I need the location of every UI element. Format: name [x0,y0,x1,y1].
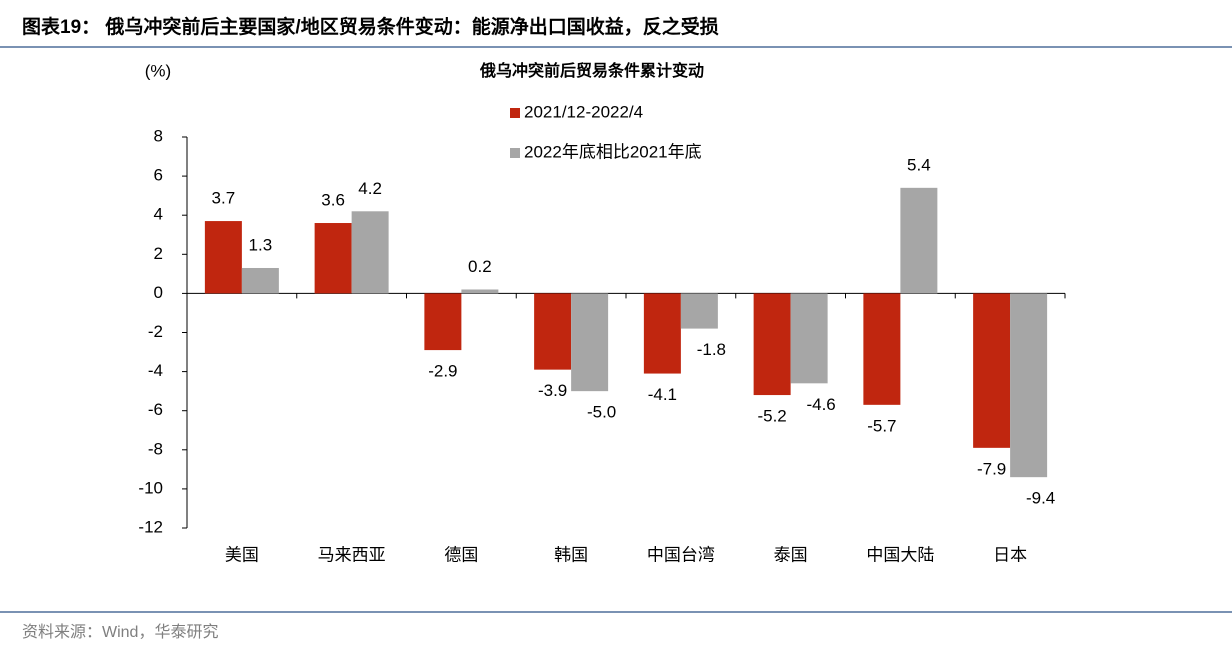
y-tick-label: 2 [154,244,163,263]
y-tick-label: 4 [154,205,163,224]
value-label: -7.9 [977,459,1006,478]
page-title: 图表19： 俄乌冲突前后主要国家/地区贸易条件变动：能源净出口国收益，反之受损 [22,15,719,38]
bar [534,293,572,370]
value-label: -1.8 [697,340,726,359]
bar [973,293,1011,448]
y-tick-label: 6 [154,166,163,185]
source: 资料来源：Wind，华泰研究 [22,623,218,641]
legend-marker [510,108,520,118]
value-label: -5.7 [867,416,896,435]
bar [571,293,609,392]
value-label: 0.2 [468,257,492,276]
y-tick-label: -12 [138,517,163,536]
x-tick-label: 德国 [444,545,478,564]
x-tick-label: 韩国 [554,545,588,564]
x-tick-label: 马来西亚 [318,545,386,564]
legend-label: 2022年底相比2021年底 [524,142,702,161]
bar [680,293,718,329]
bar [241,267,279,294]
x-tick-label: 美国 [225,545,259,564]
x-tick-label: 中国大陆 [866,545,934,564]
bar [424,293,462,351]
y-tick-label: 0 [154,283,163,302]
bar [351,211,389,294]
bar [863,293,901,405]
y-tick-label: -8 [148,439,163,458]
chart-title: 俄乌冲突前后贸易条件累计变动 [479,61,704,80]
value-label: 3.7 [212,189,236,208]
value-label: -5.2 [757,407,786,426]
value-label: 3.6 [321,191,345,210]
bar [753,293,791,396]
value-label: -3.9 [538,381,567,400]
value-label: 1.3 [249,235,273,254]
x-tick-label: 泰国 [774,545,808,564]
bar [900,187,938,294]
bar [314,223,352,294]
y-tick-label: -6 [148,400,163,419]
value-label: -4.6 [806,395,835,414]
y-tick-label: -4 [148,361,163,380]
legend-marker [510,148,520,158]
bar [204,221,242,294]
bar [461,289,499,294]
legend-label: 2021/12-2022/4 [524,102,643,121]
y-tick-label: 8 [154,126,163,145]
x-tick-label: 中国台湾 [647,545,715,564]
value-label: 4.2 [358,179,382,198]
value-label: -2.9 [428,362,457,381]
value-label: 5.4 [907,155,931,174]
value-label: -9.4 [1026,489,1055,508]
value-label: -4.1 [648,385,677,404]
bar [790,293,828,384]
y-tick-label: -2 [148,322,163,341]
value-label: -5.0 [587,403,616,422]
bar [1010,293,1048,478]
y-tick-label: -10 [138,478,163,497]
y-axis-label: (%) [145,61,171,80]
x-tick-label: 日本 [993,545,1027,564]
bar [643,293,681,374]
